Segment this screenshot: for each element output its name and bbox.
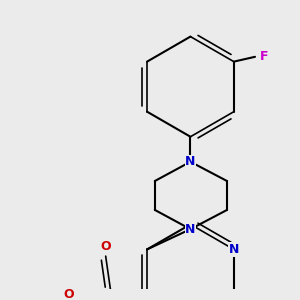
Text: F: F	[260, 50, 269, 63]
Text: N: N	[185, 155, 196, 168]
Text: N: N	[185, 223, 196, 236]
Text: N: N	[229, 243, 239, 256]
Text: O: O	[100, 240, 111, 253]
Text: O: O	[64, 288, 74, 300]
